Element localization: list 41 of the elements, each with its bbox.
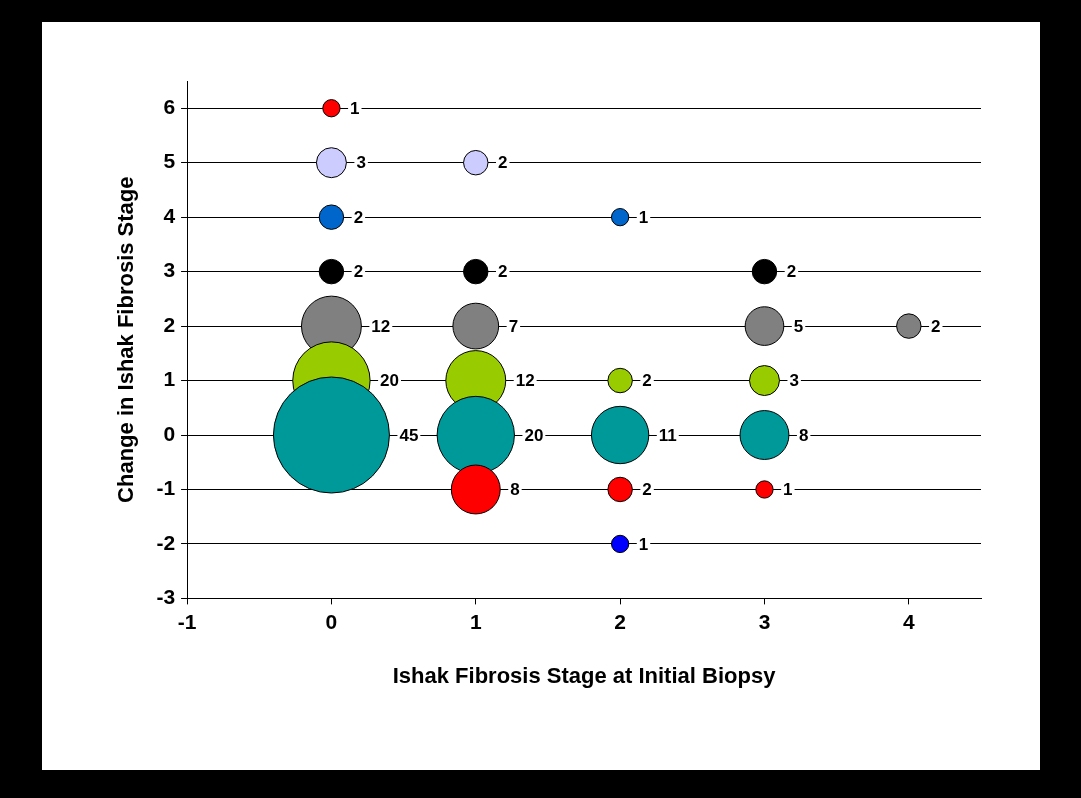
y-tick-label: 0 bbox=[163, 421, 176, 445]
data-label: 2 bbox=[642, 371, 652, 391]
data-label: 8 bbox=[798, 425, 809, 445]
data-label: 8 bbox=[510, 480, 520, 500]
y-tick-label: 5 bbox=[163, 149, 176, 173]
x-tick-label: 2 bbox=[614, 609, 626, 633]
x-tick-label: 3 bbox=[758, 609, 771, 633]
data-label: 12 bbox=[515, 371, 535, 391]
y-tick-label: 4 bbox=[163, 203, 176, 227]
data-label: 7 bbox=[508, 316, 519, 336]
data-label: 2 bbox=[931, 316, 941, 336]
data-label: 1 bbox=[638, 534, 649, 554]
data-label: 1 bbox=[638, 207, 649, 227]
x-axis-title: Ishak Fibrosis Stage at Initial Biopsy bbox=[392, 662, 777, 688]
data-label: 11 bbox=[658, 425, 677, 445]
data-label: 20 bbox=[380, 371, 400, 391]
data-label: 1 bbox=[783, 480, 793, 500]
data-label: 20 bbox=[524, 425, 544, 445]
data-label: 45 bbox=[399, 425, 419, 445]
y-tick-label: 6 bbox=[163, 95, 176, 119]
y-tick-label: -2 bbox=[156, 530, 176, 554]
data-label: 2 bbox=[498, 262, 508, 282]
y-axis-title: Change in Ishak Fibrosis Stage bbox=[113, 176, 139, 503]
data-label: 1 bbox=[350, 98, 360, 118]
data-label: 2 bbox=[353, 207, 364, 227]
data-label: 3 bbox=[789, 371, 799, 391]
data-label: 2 bbox=[353, 262, 364, 282]
data-label: 5 bbox=[793, 316, 804, 336]
data-label: 3 bbox=[356, 153, 366, 173]
y-tick-label: -1 bbox=[156, 476, 176, 500]
y-tick-label: -3 bbox=[156, 585, 176, 609]
data-label: 2 bbox=[498, 153, 508, 173]
data-label: 2 bbox=[786, 262, 797, 282]
data-label: 2 bbox=[642, 480, 652, 500]
x-tick-label: 0 bbox=[325, 609, 338, 633]
data-label: 12 bbox=[371, 316, 391, 336]
y-tick-label: 2 bbox=[163, 312, 176, 336]
x-tick-label: 1 bbox=[469, 609, 482, 633]
y-tick-label: 3 bbox=[163, 258, 176, 282]
x-tick-label: 4 bbox=[902, 609, 915, 633]
y-tick-label: 1 bbox=[163, 367, 176, 391]
